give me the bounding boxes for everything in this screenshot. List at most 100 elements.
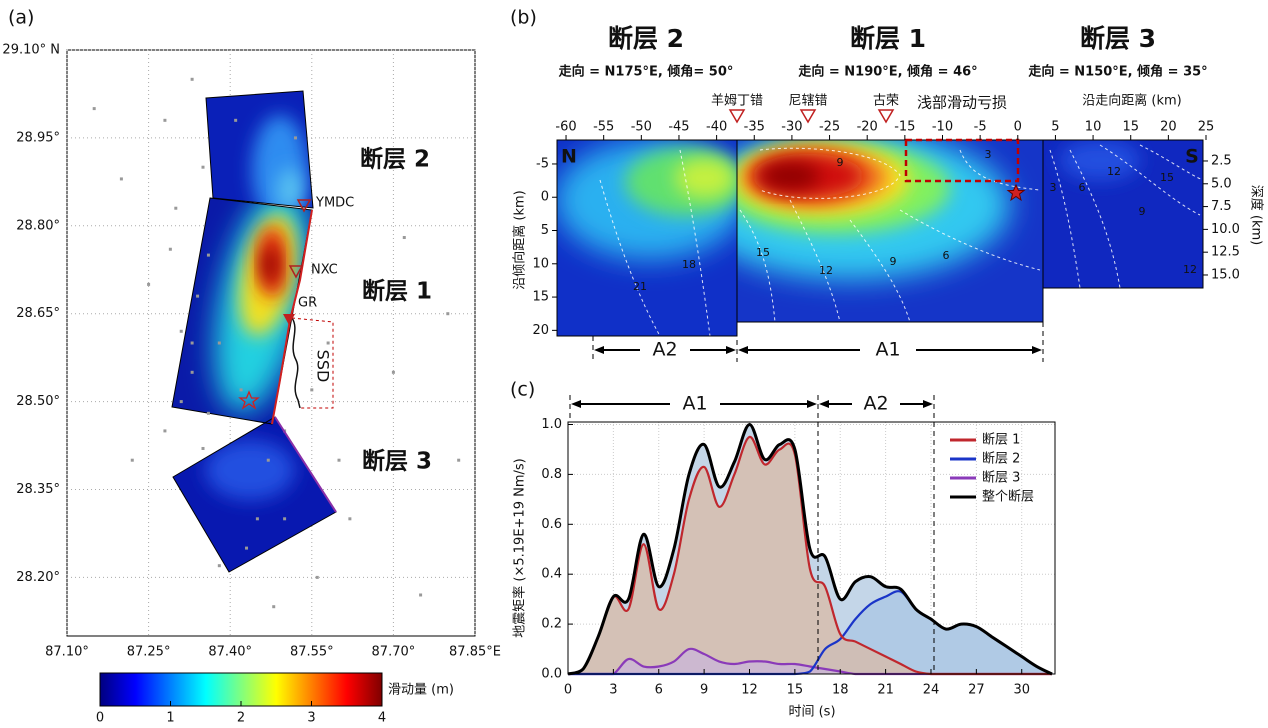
y2-tick-label: 12.5 (1211, 245, 1240, 260)
area (568, 591, 1052, 674)
y2-tick-label: 15.0 (1211, 267, 1240, 282)
contour-label: 9 (837, 156, 844, 169)
x-tick-label: 0 (1014, 120, 1022, 135)
aftershock (179, 329, 183, 333)
ssd-bracket (291, 317, 334, 409)
fault-1-section (737, 140, 1043, 322)
y-tick-label: 5 (541, 223, 549, 238)
aftershock (174, 206, 178, 210)
fault-params: 走向 = N150°E, 倾角 = 35° (1028, 64, 1207, 80)
contour-label: 3 (1050, 181, 1057, 194)
x-axis-label: 沿走向距离 (km) (1082, 93, 1181, 109)
aftershock (217, 564, 221, 568)
aftershock (391, 370, 395, 374)
y-tick-label: 28.20° (16, 570, 60, 585)
surface-rupture (274, 416, 337, 513)
x-tick-label: 87.25° (127, 645, 171, 660)
y-tick-label: 0 (541, 190, 549, 205)
segment-label: A1 (682, 393, 707, 415)
station-marker (296, 199, 312, 213)
station-label: NXC (311, 263, 338, 278)
x-tick-label: 24 (923, 683, 940, 698)
contour-label: 6 (1079, 181, 1086, 194)
y-tick-label: 0.6 (541, 517, 562, 532)
coast-line (291, 317, 301, 409)
aftershock (446, 312, 450, 316)
aftershock (130, 458, 134, 462)
y-tick-label: -5 (536, 156, 549, 171)
contour-label: 9 (890, 255, 897, 268)
segment-label: A2 (652, 339, 677, 361)
aftershock (234, 118, 238, 122)
fault-label: 断层 3 (362, 448, 432, 475)
colorbar-tick-label: 4 (378, 711, 386, 726)
contour-label: 15 (1160, 171, 1174, 184)
panel-label: (c) (510, 379, 535, 401)
x-axis-label: 时间 (s) (788, 705, 835, 720)
legend-label: 断层 2 (982, 452, 1020, 467)
y2-tick-label: 5.0 (1211, 176, 1232, 191)
place-label: 尼辖错 (788, 93, 827, 109)
y-tick-label: 0.2 (541, 617, 562, 632)
y-tick-label: 29.10° N (2, 43, 60, 58)
area (568, 436, 1052, 674)
y2-axis-label: 深度 (km) (1249, 185, 1265, 245)
y-axis-label: 地震矩率 (×5.19E+19 Nm/s) (512, 458, 528, 637)
x-tick-label: 18 (832, 683, 849, 698)
map-panel (66, 49, 476, 707)
x-tick-label: 27 (968, 683, 985, 698)
fault-title: 断层 1 (850, 24, 926, 53)
x-tick-label: 87.10° (45, 645, 89, 660)
end-label: N (561, 146, 577, 168)
x-tick-label: 10 (1085, 120, 1102, 135)
station-marker (288, 265, 304, 279)
x-tick-label: 25 (1198, 120, 1215, 135)
plot-frame (567, 421, 1056, 675)
y-tick-label: 28.80° (16, 218, 60, 233)
y-tick-label: 28.35° (16, 482, 60, 497)
series-line (567, 422, 1053, 676)
aftershock (119, 177, 123, 181)
panel-label: (b) (510, 7, 537, 29)
x-tick-label: 9 (700, 683, 708, 698)
arrow-heads (571, 400, 933, 408)
aftershock (370, 153, 374, 157)
aftershock (293, 136, 297, 140)
x-tick-label: 15 (1122, 120, 1139, 135)
x-tick-label: 30 (1013, 683, 1030, 698)
y-tick-label: 28.65° (16, 306, 60, 321)
contour-label: 21 (633, 280, 647, 293)
contour-label: 12 (1107, 165, 1121, 178)
segment-label: A2 (863, 393, 888, 415)
aftershock (179, 400, 183, 404)
segment-guides (569, 395, 935, 674)
aftershock (266, 458, 270, 462)
legend-label: 断层 1 (982, 433, 1020, 448)
ssd-label: SSD (314, 350, 333, 383)
contour-label: 9 (1139, 205, 1146, 218)
x-tick-label: -10 (932, 120, 953, 135)
aftershock (196, 294, 200, 298)
fault-2-section (557, 140, 737, 336)
x-tick-label: 87.70° (372, 645, 416, 660)
segment-guides (592, 322, 1044, 362)
fault-label: 断层 1 (362, 278, 432, 305)
aftershock (190, 77, 194, 81)
colorbar-tick-label: 2 (237, 711, 245, 726)
fault-2-slip (206, 91, 313, 208)
x-tick-label: 5 (1051, 120, 1059, 135)
aftershock (310, 388, 314, 392)
arrow-heads (594, 346, 1042, 354)
aftershock (190, 370, 194, 374)
y2-tick-label: 7.5 (1211, 199, 1232, 214)
fault-3-section (1043, 140, 1203, 288)
y-tick-label: 20 (532, 323, 549, 338)
aftershock (255, 517, 259, 521)
x-tick-label: -60 (555, 120, 576, 135)
aftershock (163, 118, 167, 122)
y-axis-label: 沿倾向距离 (km) (512, 190, 528, 289)
aftershock (326, 341, 330, 345)
aftershock (217, 341, 221, 345)
colorbar-tick-label: 1 (166, 711, 174, 726)
